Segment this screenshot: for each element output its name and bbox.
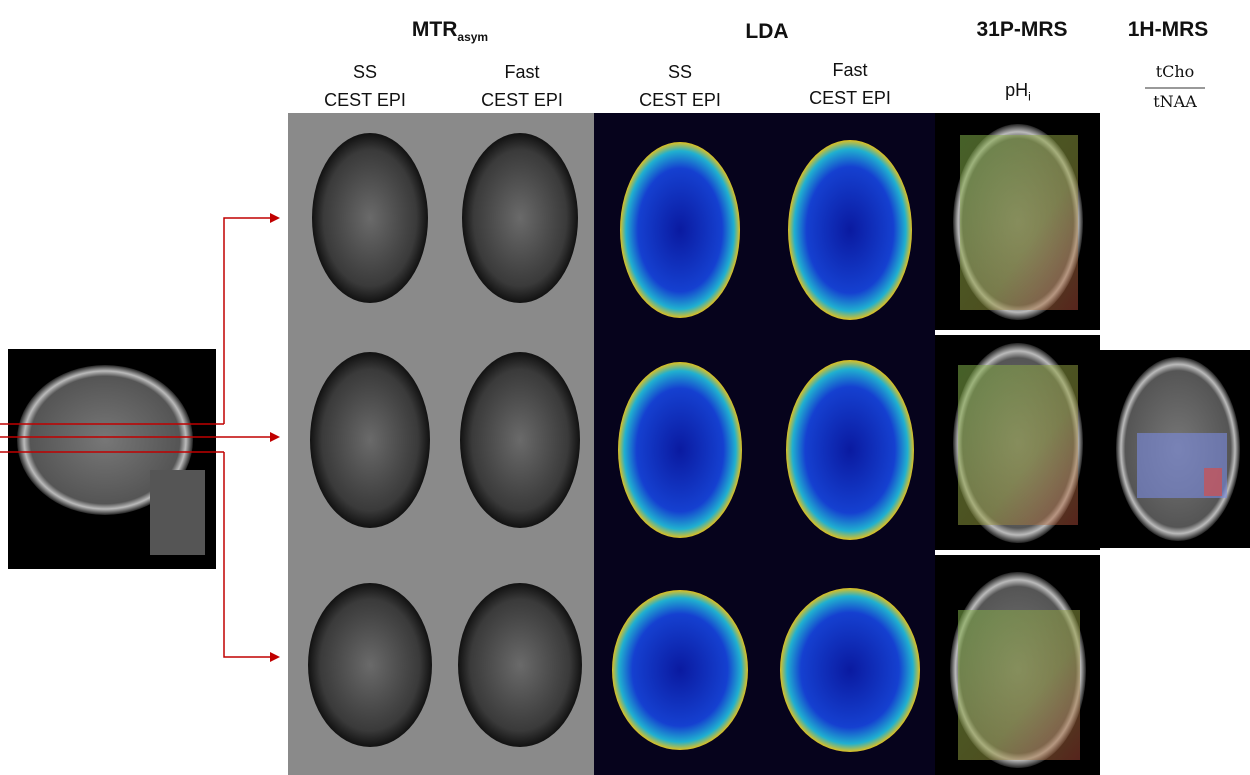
arrowheads [270,213,280,662]
sagittal-image [8,349,216,569]
header: MTRasym [412,18,488,44]
label: CEST EPI [481,90,563,110]
subheader: Fast CEST EPI [809,56,891,112]
label: i [1028,89,1031,104]
subheader: SS CEST EPI [324,58,406,114]
label: CEST EPI [809,88,891,108]
subheader: Fast CEST EPI [481,58,563,114]
label: CEST EPI [639,90,721,110]
label: Fast [504,62,540,82]
label: SS [352,62,378,82]
title-sub: asym [457,30,489,45]
cho-image [1100,350,1250,548]
arrows [0,217,272,658]
header: LDA [745,20,789,43]
label: SS [667,62,693,82]
label: Fast [832,60,868,80]
title: MTR [411,18,458,41]
header: 1H-MRS [1127,18,1209,41]
denominator: tNAA [1153,92,1197,111]
label: CEST EPI [324,90,406,110]
header: 31P-MRS [976,18,1068,41]
ph-images [935,113,1100,775]
mtr-images [308,133,582,747]
lda-images [612,140,920,752]
subheader: pHi [1005,76,1031,111]
subheader: SS CEST EPI [639,58,721,114]
numerator: tCho [1155,62,1195,81]
label: pH [1005,80,1029,100]
